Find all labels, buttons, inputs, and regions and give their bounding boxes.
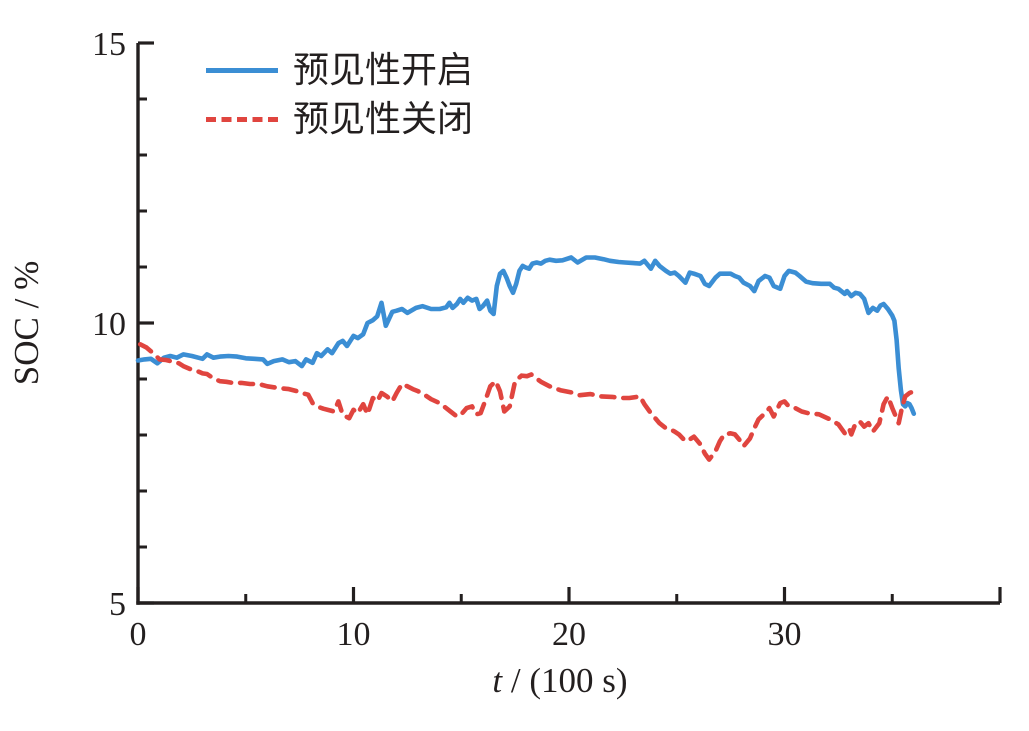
- legend-label-predictive-off: 预见性关闭: [293, 99, 474, 139]
- legend-item-predictive-on: 预见性开启: [206, 50, 473, 90]
- legend-solid-line-swatch: [206, 67, 278, 73]
- x-axis-tick-label: 0: [130, 616, 147, 653]
- y-axis-tick-label: 15: [92, 26, 126, 63]
- legend-label-predictive-on: 预见性开启: [293, 50, 474, 90]
- series-line-predictive-on: [135, 255, 917, 416]
- series-line-predictive-off: [137, 342, 917, 462]
- legend-dashed-line-swatch: [206, 116, 278, 122]
- chart-legend: 预见性开启 预见性关闭: [206, 50, 473, 139]
- x-axis-tick-label: 10: [337, 616, 371, 653]
- x-axis-tick-label: 30: [768, 616, 802, 653]
- y-axis-tick-label: 10: [92, 306, 126, 343]
- x-axis-label: t / (100 s): [492, 661, 627, 700]
- legend-item-predictive-off: 预见性关闭: [206, 99, 473, 139]
- y-axis-label: SOC / %: [7, 261, 46, 385]
- y-axis-tick-label: 5: [109, 586, 126, 623]
- x-axis-tick-label: 20: [552, 616, 586, 653]
